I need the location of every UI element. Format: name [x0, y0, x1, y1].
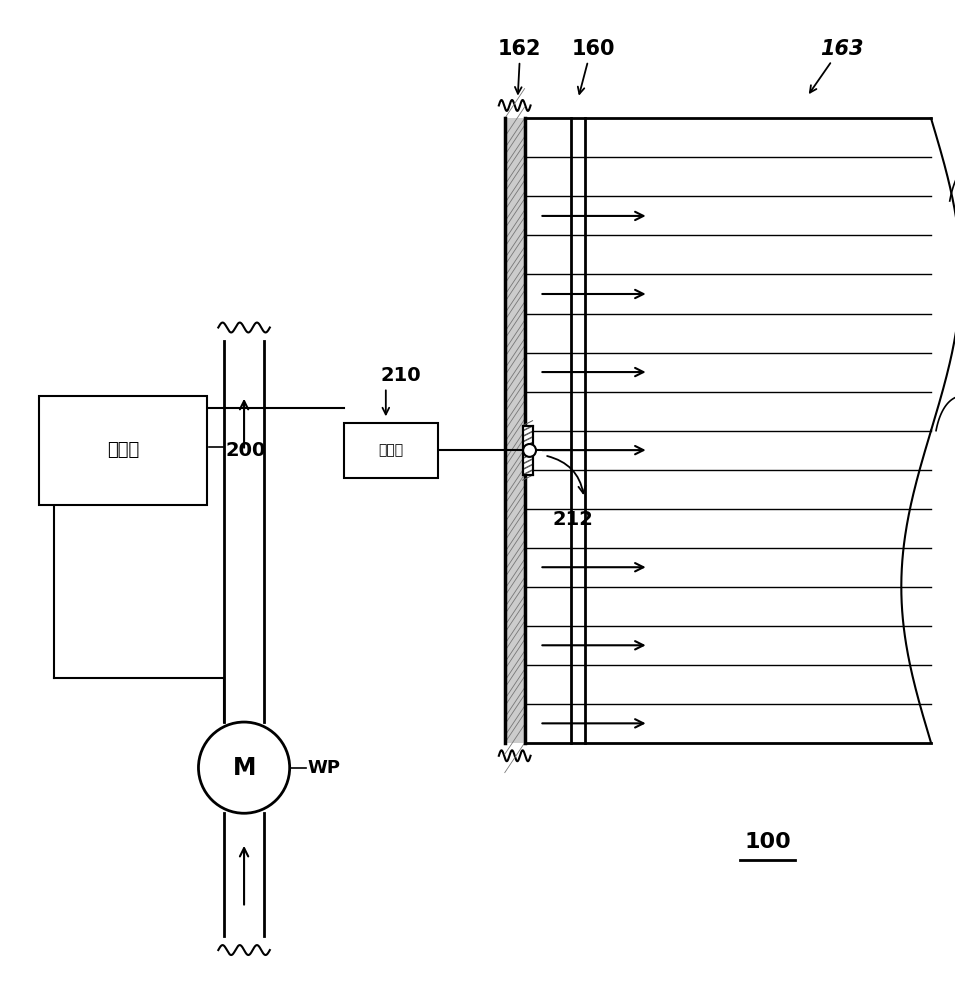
Text: 160: 160	[572, 39, 615, 59]
Text: 210: 210	[381, 366, 422, 385]
Text: 163: 163	[820, 39, 863, 59]
Bar	[523, 426, 532, 475]
Text: M: M	[232, 756, 256, 780]
Bar	[504, 118, 525, 743]
Text: WP: WP	[308, 759, 340, 777]
Bar	[343, 423, 438, 478]
Text: 212: 212	[552, 510, 594, 529]
Text: 100: 100	[744, 832, 791, 852]
Text: 控制器: 控制器	[107, 441, 139, 459]
Bar	[39, 396, 207, 505]
Text: 200: 200	[225, 441, 266, 460]
Text: 控制阀: 控制阀	[378, 443, 404, 457]
Circle shape	[199, 722, 290, 813]
Circle shape	[523, 444, 536, 457]
Text: 162: 162	[498, 39, 542, 59]
